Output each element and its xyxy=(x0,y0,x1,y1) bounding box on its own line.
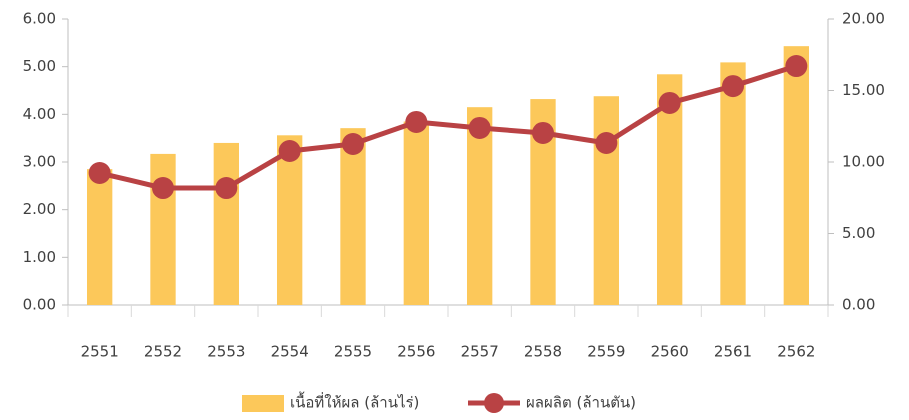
legend-label: เนื้อที่ให้ผล (ล้านไร่) xyxy=(290,392,419,412)
bar xyxy=(720,62,746,306)
line-marker xyxy=(785,55,808,78)
y-tick-label: 3.00 xyxy=(23,153,56,171)
line-marker xyxy=(88,162,111,185)
x-tick-label: 2556 xyxy=(397,343,435,361)
x-tick-label: 2553 xyxy=(207,343,245,361)
bar xyxy=(467,107,493,305)
bar xyxy=(340,128,366,305)
y-tick-label: 4.00 xyxy=(23,105,56,123)
y2-tick-label: 20.00 xyxy=(842,10,885,28)
y-tick-label: 1.00 xyxy=(23,248,56,266)
x-tick-label: 2557 xyxy=(461,343,499,361)
bar xyxy=(150,153,176,305)
line-marker xyxy=(215,177,238,200)
x-tick-label: 2560 xyxy=(651,343,689,361)
x-tick-label: 2554 xyxy=(271,343,309,361)
line-marker xyxy=(468,116,491,139)
y2-tick-label: 15.00 xyxy=(842,81,885,99)
line-marker xyxy=(595,131,618,154)
line-marker xyxy=(658,91,681,114)
legend-swatch-marker xyxy=(484,393,504,413)
bar xyxy=(277,135,303,305)
bar xyxy=(783,46,809,306)
x-tick-label: 2551 xyxy=(81,343,119,361)
x-tick-label: 2559 xyxy=(587,343,625,361)
line-marker xyxy=(722,75,744,98)
x-tick-label: 2558 xyxy=(524,343,562,361)
bar xyxy=(213,142,239,305)
bar xyxy=(403,121,429,305)
y-tick-label: 5.00 xyxy=(23,57,56,75)
y2-tick-label: 10.00 xyxy=(842,153,885,171)
legend-swatch xyxy=(242,395,284,412)
line-marker xyxy=(342,132,364,155)
x-tick-label: 2561 xyxy=(714,343,752,361)
x-tick-label: 2555 xyxy=(334,343,372,361)
line xyxy=(99,63,798,191)
line-marker xyxy=(152,177,174,200)
x-tick-label: 2552 xyxy=(144,343,182,361)
legend-label: ผลผลิต (ล้านตัน) xyxy=(526,394,636,412)
line-marker xyxy=(532,121,554,144)
y-tick-label: 6.00 xyxy=(23,10,56,28)
y2-tick-label: 0.00 xyxy=(842,296,875,314)
y2-tick-label: 5.00 xyxy=(842,224,875,242)
x-tick-label: 2562 xyxy=(777,343,815,361)
bar xyxy=(87,169,113,305)
y-tick-label: 0.00 xyxy=(23,296,56,314)
line-marker xyxy=(278,139,301,162)
line-marker xyxy=(405,110,428,133)
y-tick-label: 2.00 xyxy=(23,200,56,218)
bar xyxy=(593,96,619,305)
